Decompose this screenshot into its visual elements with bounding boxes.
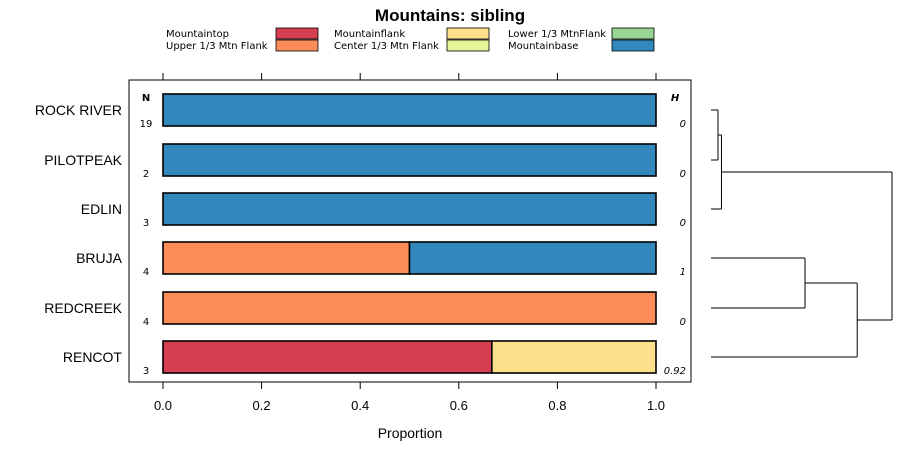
category-label: BRUJA — [76, 250, 123, 266]
x-tick-label: 0.2 — [253, 398, 271, 413]
h-labels: 0 0 0 1 0 0.92 — [664, 119, 686, 377]
n-value-label: 3 — [143, 366, 149, 377]
h-column-header: H — [671, 93, 680, 104]
h-value-label: 0 — [680, 119, 686, 130]
n-value-label: 4 — [143, 317, 149, 328]
legend-label-lower-1-3-mtnflank: Lower 1/3 MtnFlank — [508, 29, 606, 40]
chart-title: Mountains: sibling — [375, 6, 525, 25]
bar-segment-rock-river-mountainbase — [162, 93, 657, 127]
h-value-label: 0 — [680, 218, 686, 229]
plot-frame — [128, 79, 692, 383]
bar-segment-redcreek-upper-1-3-mtn-flank — [162, 291, 657, 325]
category-labels: ROCK RIVER PILOTPEAK EDLIN BRUJA REDCREEK REN… — [35, 102, 123, 365]
x-tick-label: 0.6 — [450, 398, 468, 413]
legend-label-mountainbase: Mountainbase — [508, 41, 578, 52]
x-tick-label: 0.8 — [548, 398, 566, 413]
x-tick-label: 0.0 — [154, 398, 172, 413]
bar-segment-rencot-mountaintop — [162, 340, 493, 374]
legend-swatch-mountainflank — [446, 27, 490, 40]
legend-swatch-mountainbase — [611, 39, 655, 52]
n-labels: 19 2 3 4 4 3 — [140, 119, 153, 377]
legend-swatch-mountaintop — [275, 27, 319, 40]
category-label: RENCOT — [63, 349, 123, 365]
bars-group — [162, 93, 657, 374]
x-tick-label: 0.4 — [351, 398, 369, 413]
legend-label-upper-1-3-mtn-flank: Upper 1/3 Mtn Flank — [166, 41, 268, 52]
n-value-label: 2 — [143, 169, 149, 180]
n-column-header: N — [142, 93, 150, 104]
legend-swatch-lower-1-3-mtnflank — [611, 27, 655, 40]
category-label: ROCK RIVER — [35, 102, 122, 118]
bar-segment-pilotpeak-mountainbase — [162, 143, 657, 177]
legend-swatch-upper-1-3-mtn-flank — [275, 39, 319, 52]
legend-label-mountainflank: Mountainflank — [334, 29, 405, 40]
bar-segment-bruja-upper-1-3-mtn-flank — [162, 241, 411, 275]
n-value-label: 3 — [143, 218, 149, 229]
bar-segment-bruja-mountainbase — [408, 241, 657, 275]
h-value-label: 0.92 — [664, 366, 686, 377]
h-value-label: 0 — [680, 169, 686, 180]
dendrogram — [711, 109, 893, 358]
x-axis-label: Proportion — [378, 425, 443, 441]
legend-swatch-center-1-3-mtn-flank — [446, 39, 490, 52]
category-label: REDCREEK — [44, 300, 122, 316]
x-tick-label: 1.0 — [647, 398, 665, 413]
legend-label-mountaintop: Mountaintop — [166, 29, 229, 40]
h-value-label: 0 — [680, 317, 686, 328]
bar-segment-rencot-mountainflank — [491, 340, 657, 374]
h-value-label: 1 — [680, 267, 686, 278]
x-axis-ticks: 0.0 0.2 0.4 0.6 0.8 1.0 — [154, 73, 665, 413]
n-value-label: 4 — [143, 267, 149, 278]
bar-segment-edlin-mountainbase — [162, 192, 657, 226]
legend-label-center-1-3-mtn-flank: Center 1/3 Mtn Flank — [334, 41, 439, 52]
category-label: EDLIN — [81, 201, 122, 217]
category-label: PILOTPEAK — [44, 152, 122, 168]
n-value-label: 19 — [140, 119, 153, 130]
